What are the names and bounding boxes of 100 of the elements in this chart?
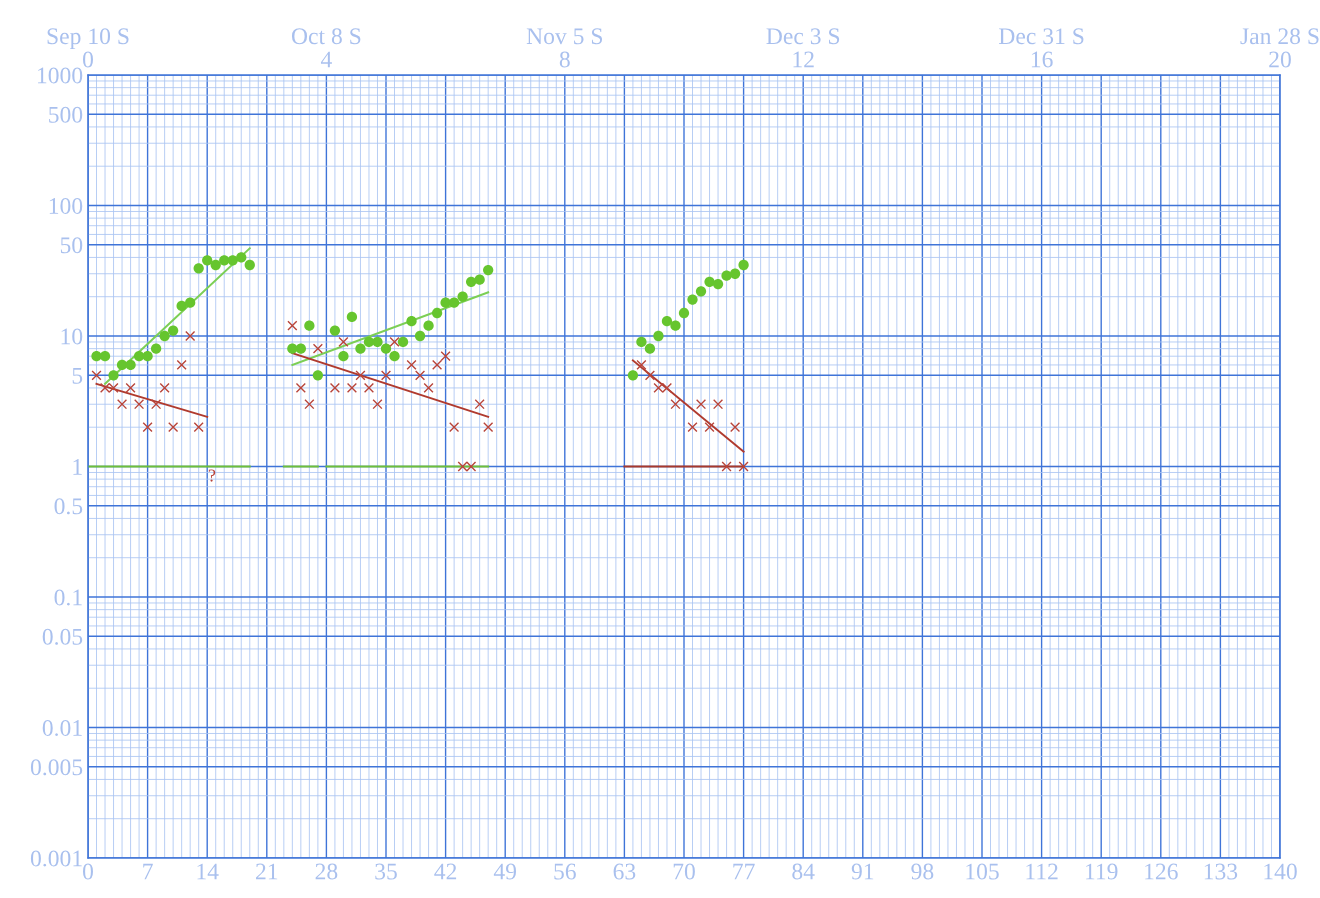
x-tick-label: 14 — [197, 863, 219, 880]
point — [678, 307, 690, 319]
x2-tick-label: 0 — [83, 51, 93, 68]
x-tick-label: 133 — [1204, 863, 1238, 880]
point — [414, 370, 426, 381]
x-tick-label: 56 — [554, 863, 576, 880]
text: Oct 8 S — [291, 28, 361, 45]
point — [99, 351, 111, 362]
point — [449, 422, 460, 433]
point — [389, 336, 400, 348]
x-tick-label: 35 — [375, 863, 397, 880]
x-tick-label: 28 — [315, 863, 338, 880]
y-tick-label: 100 — [49, 197, 83, 214]
point — [346, 382, 358, 394]
point — [202, 255, 213, 266]
x-tick-label: 126 — [1145, 863, 1178, 880]
point — [474, 274, 485, 285]
point — [244, 259, 255, 271]
point — [304, 399, 315, 410]
text: Dec 3 S — [766, 28, 840, 45]
point — [159, 382, 170, 394]
point — [372, 336, 383, 348]
point — [738, 461, 749, 472]
point — [465, 276, 477, 287]
point — [219, 255, 230, 266]
point — [721, 461, 732, 472]
point — [406, 315, 417, 327]
x2-tick-label: 8 — [559, 51, 570, 68]
x-tick-label: 119 — [1086, 863, 1118, 880]
text: Jan 28 S — [1240, 28, 1319, 45]
point — [159, 330, 170, 342]
point — [729, 422, 741, 433]
point — [704, 422, 715, 433]
x-tick-label: 21 — [256, 863, 278, 880]
point — [210, 259, 221, 271]
point — [729, 268, 741, 279]
x-tick-label: 98 — [911, 863, 934, 880]
point — [91, 351, 102, 362]
x2-tick-label: 12 — [793, 51, 814, 68]
point — [644, 343, 656, 354]
point — [483, 264, 494, 276]
point — [448, 297, 460, 308]
annotation: ? — [208, 469, 216, 482]
point — [91, 370, 102, 381]
point — [287, 320, 298, 331]
y-tick-label: 0.5 — [54, 498, 83, 515]
y-tick-label: 0.001 — [30, 850, 82, 867]
x-tick-label: 105 — [966, 863, 999, 880]
point — [389, 351, 400, 362]
x-tick-label: 140 — [1264, 863, 1297, 880]
point — [168, 422, 179, 433]
point — [627, 370, 639, 381]
point — [695, 286, 707, 297]
x-tick-label: 42 — [434, 863, 457, 880]
point — [474, 399, 485, 410]
point — [167, 325, 179, 336]
point — [125, 359, 136, 371]
x2-tick-label: 4 — [320, 51, 332, 68]
point — [304, 320, 315, 331]
point — [329, 382, 341, 394]
point — [193, 263, 204, 274]
point — [236, 252, 247, 263]
point — [176, 359, 187, 371]
point — [431, 359, 443, 371]
x2-tick-label: 20 — [1269, 51, 1291, 68]
point — [108, 370, 119, 381]
point — [397, 336, 409, 348]
x-tick-label: 77 — [733, 863, 755, 880]
text: Dec 31 S — [999, 28, 1084, 45]
point — [133, 351, 145, 362]
point — [116, 399, 128, 410]
point — [116, 359, 128, 371]
point — [687, 294, 698, 305]
point — [185, 297, 196, 308]
point — [695, 399, 707, 410]
point — [193, 422, 204, 433]
point — [151, 399, 162, 410]
text: Sep 10 S — [47, 28, 129, 49]
point — [704, 276, 715, 287]
point — [670, 320, 681, 331]
point — [125, 382, 136, 394]
point — [312, 343, 323, 354]
point — [644, 370, 656, 381]
point — [712, 399, 724, 410]
x-tick-label: 63 — [613, 863, 636, 880]
x-tick-label: 112 — [1026, 863, 1058, 880]
y-tick-label: 10 — [61, 328, 83, 345]
x-tick-label: 0 — [83, 863, 93, 880]
x-tick-label: 84 — [792, 863, 815, 880]
point — [670, 399, 681, 410]
point — [431, 307, 443, 319]
y-tick-label: 5 — [72, 368, 83, 384]
point — [372, 399, 383, 410]
point — [363, 382, 375, 394]
point — [295, 343, 307, 354]
point — [355, 343, 366, 354]
y-tick-label: 500 — [49, 106, 83, 123]
point — [150, 343, 162, 354]
point — [355, 370, 366, 381]
point — [287, 343, 298, 354]
